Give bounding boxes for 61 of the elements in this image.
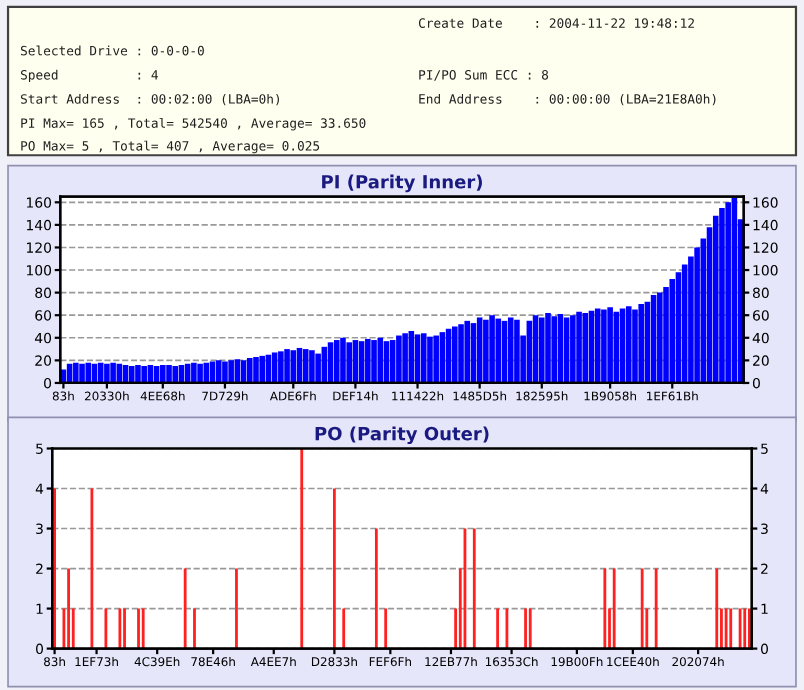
bar [246, 358, 253, 383]
bar [396, 335, 402, 383]
bar [141, 366, 147, 383]
bar [290, 350, 297, 383]
bar [551, 316, 558, 383]
chart-title: PO (Parity Outer) [315, 426, 489, 445]
bar [601, 309, 607, 383]
bar [197, 363, 203, 383]
bar [215, 360, 222, 383]
bar [333, 340, 340, 383]
bar [253, 356, 259, 383]
bar [538, 317, 545, 383]
bar [576, 311, 582, 383]
bar [669, 279, 676, 383]
bar [278, 351, 284, 383]
bar [365, 338, 371, 383]
bar [725, 202, 731, 383]
bar [346, 342, 352, 383]
bar [160, 364, 166, 383]
bar [85, 362, 92, 383]
bar [712, 215, 719, 383]
bar [228, 360, 234, 383]
bar [657, 292, 663, 383]
bar [545, 312, 551, 383]
bar [377, 337, 384, 383]
bar [166, 364, 172, 383]
chart-title: PI (Parity Inner) [322, 174, 482, 193]
bar [73, 362, 79, 383]
bar [638, 303, 644, 383]
bar [507, 317, 514, 383]
bar [79, 363, 85, 383]
bar [104, 363, 110, 383]
bar [172, 366, 179, 383]
bar [483, 319, 489, 383]
bar [128, 366, 135, 383]
bar [570, 315, 576, 383]
bar [420, 333, 427, 383]
bar [315, 353, 321, 383]
bar [191, 362, 197, 383]
bar [464, 320, 471, 383]
bar [452, 326, 458, 383]
bar [663, 286, 669, 383]
bar [427, 336, 433, 383]
bar [371, 340, 377, 383]
bar [607, 307, 613, 383]
bar [458, 324, 464, 383]
bar [582, 312, 589, 383]
bar [433, 335, 439, 383]
bar [625, 306, 632, 383]
bar [340, 337, 346, 383]
bar [284, 349, 290, 383]
bar [135, 364, 141, 383]
bar [489, 315, 495, 383]
bar [259, 355, 266, 383]
bar [402, 333, 408, 383]
bar [110, 362, 116, 383]
bar [719, 207, 725, 383]
bar [222, 361, 228, 383]
bar [514, 319, 520, 383]
bar [632, 309, 638, 383]
bar [309, 350, 315, 383]
